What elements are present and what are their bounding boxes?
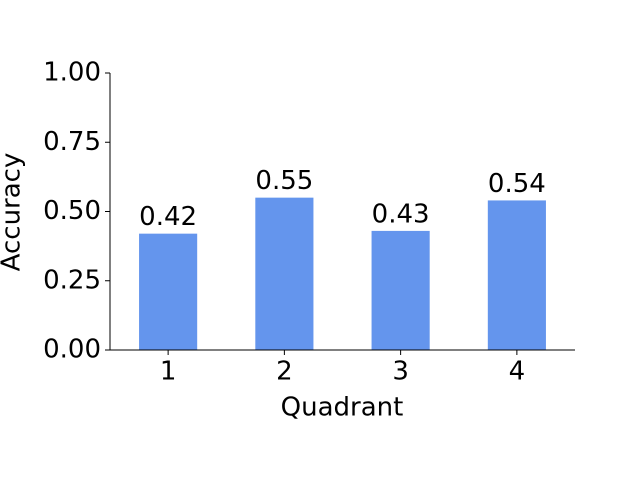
x-tick-label: 2	[276, 357, 293, 387]
value-label: 0.54	[488, 169, 546, 199]
x-tick-label: 3	[392, 357, 409, 387]
y-tick-label: 0.75	[43, 127, 101, 157]
value-label: 0.42	[139, 202, 197, 232]
y-tick-label: 1.00	[43, 58, 101, 88]
bar	[487, 200, 546, 350]
y-tick-label: 0.50	[43, 196, 101, 226]
bar	[371, 230, 430, 350]
x-tick-label: 1	[160, 357, 177, 387]
bar	[255, 197, 314, 350]
value-label: 0.55	[255, 166, 313, 196]
y-tick-label: 0.00	[43, 335, 101, 365]
value-label: 0.43	[372, 199, 430, 229]
x-axis-label: Quadrant	[281, 393, 404, 423]
y-tick-label: 0.25	[43, 265, 101, 295]
x-tick-label: 4	[509, 357, 526, 387]
y-axis-label: Accuracy	[0, 153, 27, 272]
bar	[139, 233, 198, 350]
